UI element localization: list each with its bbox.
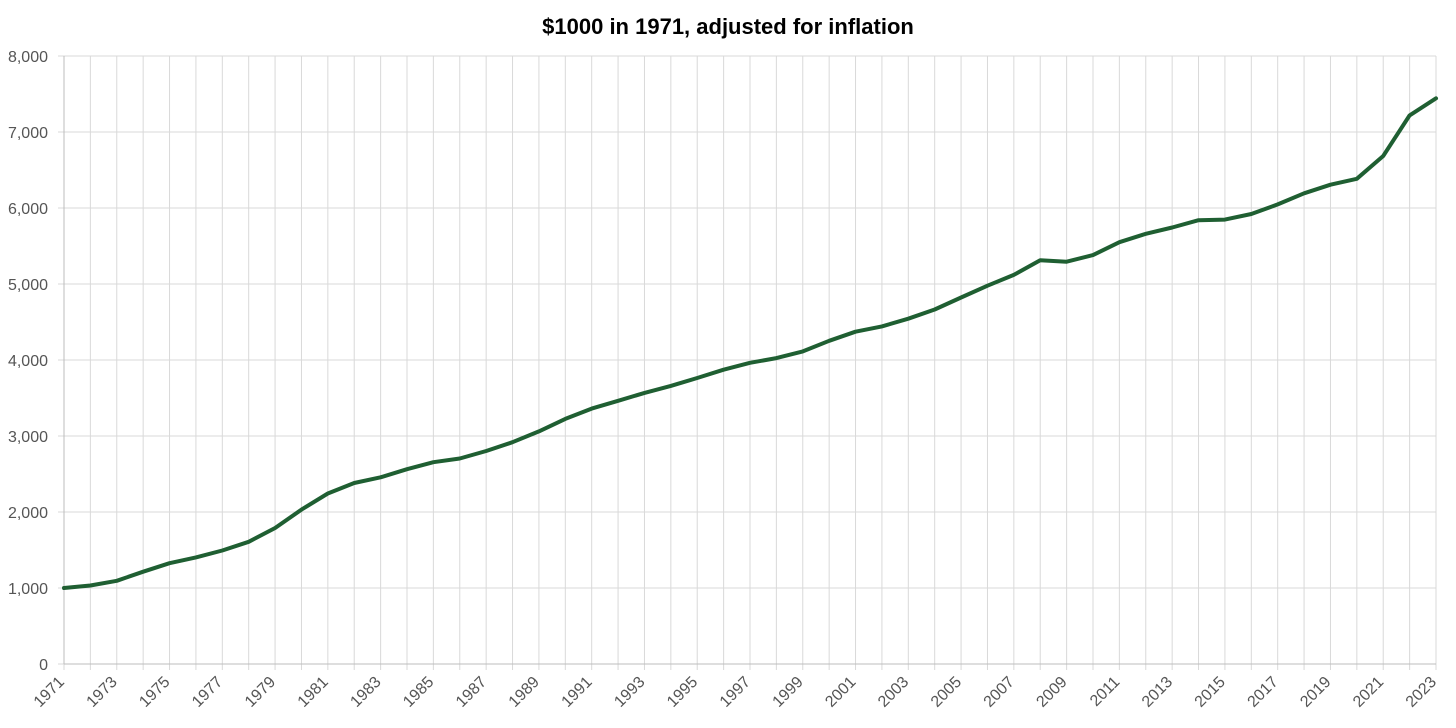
x-tick-label: 1979 <box>242 674 279 711</box>
y-tick-label: 6,000 <box>8 201 48 218</box>
x-tick-label: 1997 <box>717 674 754 711</box>
y-tick-label: 1,000 <box>8 581 48 598</box>
x-tick-label: 2013 <box>1139 674 1176 711</box>
x-tick-label: 2011 <box>1087 674 1123 710</box>
x-tick-label: 1993 <box>611 674 648 711</box>
x-tick-label: 2019 <box>1297 674 1334 711</box>
x-tick-label: 1973 <box>84 674 121 711</box>
x-tick-label: 2003 <box>875 674 912 711</box>
x-tick-label: 1989 <box>506 674 543 711</box>
x-tick-label: 2007 <box>981 674 1018 711</box>
series-line <box>62 96 1438 590</box>
x-tick-label: 2005 <box>928 674 965 711</box>
x-tick-label: 2009 <box>1033 674 1070 711</box>
y-tick-label: 2,000 <box>8 505 48 522</box>
x-tick-label: 1981 <box>295 674 332 711</box>
chart-title: $1000 in 1971, adjusted for inflation <box>542 14 914 39</box>
x-tick-label: 2021 <box>1350 674 1387 711</box>
x-tick-label: 2001 <box>822 674 859 711</box>
y-tick-label: 3,000 <box>8 429 48 446</box>
x-tick-label: 1985 <box>400 674 437 711</box>
y-tick-label: 4,000 <box>8 353 48 370</box>
x-tick-label: 2017 <box>1245 674 1282 711</box>
x-tick-label: 1975 <box>136 674 173 711</box>
y-tick-label: 7,000 <box>8 125 48 142</box>
y-tick-label: 5,000 <box>8 277 48 294</box>
y-tick-label: 0 <box>39 657 48 674</box>
x-tick-label: 1977 <box>189 674 226 711</box>
x-tick-label: 2015 <box>1192 674 1229 711</box>
x-tick-label: 1971 <box>31 674 68 711</box>
x-tick-label: 1983 <box>347 674 384 711</box>
x-tick-label: 1999 <box>770 674 807 711</box>
x-tick-label: 1987 <box>453 674 490 711</box>
x-tick-label: 2023 <box>1403 674 1440 711</box>
x-tick-label: 1995 <box>664 674 701 711</box>
y-tick-label: 8,000 <box>8 49 48 66</box>
x-tick-label: 1991 <box>559 674 596 711</box>
